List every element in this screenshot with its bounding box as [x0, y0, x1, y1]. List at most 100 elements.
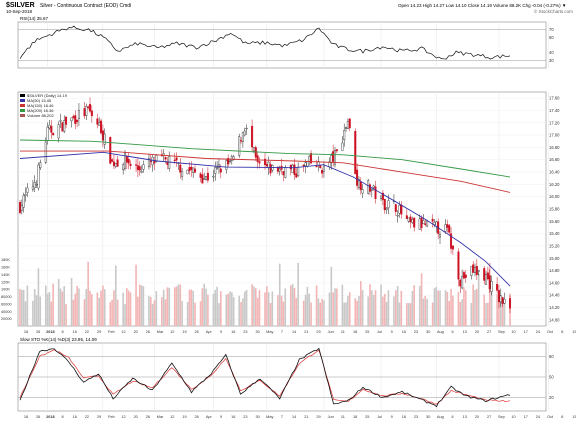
volume-bar — [161, 297, 163, 326]
volume-bar — [367, 296, 369, 326]
volume-bar — [162, 289, 165, 326]
x-axis-label: 10 — [511, 330, 515, 334]
candle-body — [72, 116, 75, 118]
candle-body — [315, 166, 318, 168]
volume-tick-label: 120K — [1, 280, 10, 284]
watermark: © StockCharts.com — [534, 8, 573, 14]
price-tick-label: 15.00 — [549, 256, 560, 261]
candle-body — [431, 218, 434, 222]
volume-bar — [129, 292, 132, 326]
candle-body — [345, 127, 348, 129]
x-axis-label: 26 — [146, 330, 150, 334]
candle-body — [361, 189, 364, 194]
volume-bar — [393, 296, 395, 326]
x-axis-label: 26 — [36, 330, 40, 334]
symbol-description: Silver - Continuous Contract (EOD) Cmdi — [40, 3, 131, 9]
volume-bar — [359, 281, 362, 326]
x-axis-label: 25 — [365, 415, 369, 419]
volume-bar — [122, 292, 124, 326]
legend-swatch — [20, 114, 25, 117]
price-tick-label: 15.60 — [549, 219, 560, 224]
x-axis-label: Jul — [377, 415, 382, 419]
candle-body — [240, 140, 243, 142]
volume-bar — [190, 289, 193, 326]
volume-bar — [65, 303, 67, 326]
rsi-tick-label: 60 — [549, 35, 554, 40]
volume-bar — [457, 291, 460, 326]
candle-body — [289, 164, 292, 170]
volume-bar — [214, 289, 217, 326]
x-axis-label: Sep — [498, 415, 505, 419]
candle-body — [381, 192, 384, 200]
candle-body — [407, 217, 410, 222]
candle-body — [459, 279, 462, 287]
volume-bar — [490, 283, 493, 326]
volume-bar — [319, 302, 322, 326]
x-axis-label: 23 — [243, 330, 247, 334]
candle-body — [61, 122, 64, 132]
candle-body — [475, 265, 478, 275]
x-axis-label: 30 — [255, 415, 259, 419]
candle-body — [122, 164, 125, 171]
price-tick-label: 17.00 — [549, 133, 560, 138]
candle-body — [203, 178, 206, 180]
volume-bar — [483, 294, 486, 326]
x-axis-label: 29 — [97, 330, 101, 334]
candle-body — [483, 268, 486, 281]
candle-body — [497, 290, 500, 303]
x-axis-label: 16 — [73, 415, 77, 419]
volume-bar — [245, 290, 248, 326]
volume-bar — [498, 296, 500, 326]
symbol-title: $SILVER — [6, 2, 35, 9]
candle-body — [48, 124, 51, 129]
volume-bar — [243, 291, 246, 326]
volume-bar — [323, 300, 325, 326]
volume-bar — [464, 290, 467, 326]
candle-body — [433, 222, 436, 225]
volume-bar — [52, 283, 54, 326]
x-axis-label: 22 — [85, 330, 89, 334]
x-axis-label: Feb — [108, 330, 115, 334]
volume-bar — [439, 290, 441, 326]
volume-bar — [374, 290, 377, 326]
candle-body — [225, 160, 228, 170]
x-axis-label: 12 — [170, 415, 174, 419]
volume-bar — [433, 288, 436, 326]
volume-bar — [503, 299, 506, 326]
volume-bar — [271, 291, 274, 326]
price-tick-label: 17.60 — [549, 96, 560, 101]
volume-bar — [321, 298, 323, 326]
x-axis-label: 29 — [97, 415, 101, 419]
volume-tick-label: 40000 — [1, 310, 12, 314]
volume-bar — [253, 286, 255, 326]
volume-bar — [50, 301, 53, 326]
candle-body — [129, 163, 132, 166]
x-axis-label: 14 — [292, 415, 296, 419]
x-axis-label: 6 — [452, 415, 454, 419]
candle-body — [39, 162, 42, 169]
volume-bar — [343, 302, 346, 326]
x-axis-label: 7 — [281, 330, 283, 334]
candle-body — [354, 131, 357, 175]
sto-tick-label: 80 — [549, 354, 554, 359]
x-axis-label: 27 — [487, 330, 491, 334]
x-axis-label: 20 — [134, 415, 138, 419]
x-axis-label: 12 — [121, 330, 125, 334]
volume-bar — [361, 290, 364, 326]
candle-body — [413, 217, 416, 228]
price-tick-label: 16.00 — [549, 194, 560, 199]
x-axis-label: 18 — [24, 330, 28, 334]
x-axis-label: 20 — [475, 415, 479, 419]
volume-bar — [35, 295, 38, 326]
volume-bar — [407, 303, 410, 326]
volume-bar — [411, 290, 414, 326]
candle-body — [308, 155, 311, 162]
candle-body — [76, 119, 79, 123]
volume-bar — [278, 263, 281, 326]
sto-tick-label: 50 — [549, 375, 554, 380]
volume-bar — [151, 303, 154, 326]
volume-bar — [72, 299, 75, 326]
volume-bar — [225, 294, 228, 326]
volume-bar — [124, 303, 126, 326]
candle-body — [201, 174, 204, 184]
